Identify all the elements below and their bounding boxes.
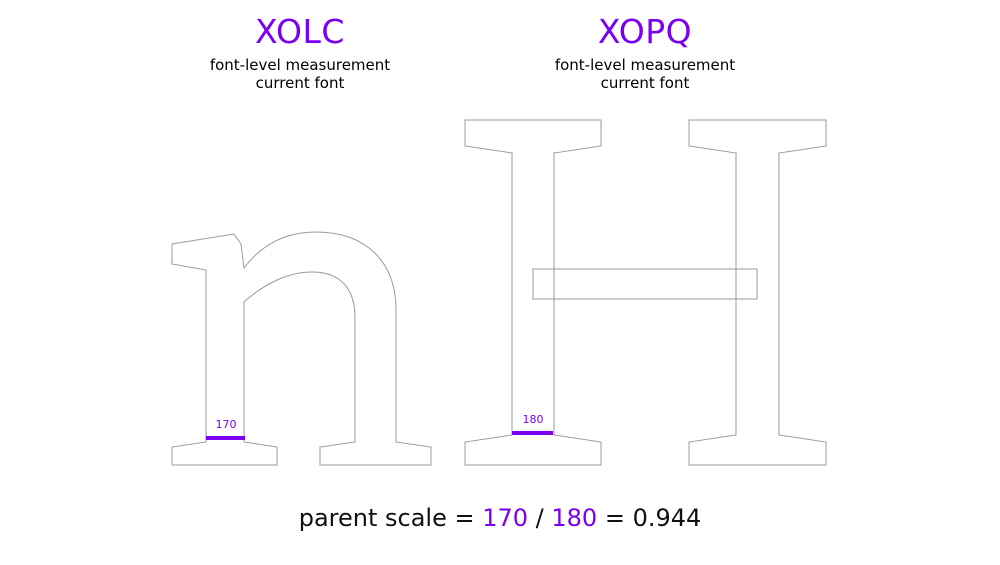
formula-result: 0.944 <box>632 504 702 532</box>
formula-numerator: 170 <box>482 504 529 532</box>
xolc-subtitle-line2: current font <box>255 74 345 92</box>
xopq-subtitle-line2: current font <box>600 74 690 92</box>
formula-equals: = <box>597 504 633 532</box>
formula-denominator: 180 <box>551 504 598 532</box>
xopq-subtitle-line1: font-level measurement <box>554 56 736 74</box>
xopq-title: XOPQ <box>597 12 693 51</box>
parent-scale-formula: parent scale = 170 / 180 = 0.944 <box>0 504 1000 532</box>
formula-prefix: parent scale = <box>298 504 483 532</box>
xopq-measure-label: 180 <box>523 413 544 426</box>
glyph-n-outline <box>171 231 432 466</box>
glyph-h-outline <box>464 119 827 466</box>
xolc-subtitle-line1: font-level measurement <box>209 56 391 74</box>
xolc-measure-label: 170 <box>216 418 237 431</box>
formula-divider: / <box>528 504 552 532</box>
xolc-title: XOLC <box>255 12 345 51</box>
